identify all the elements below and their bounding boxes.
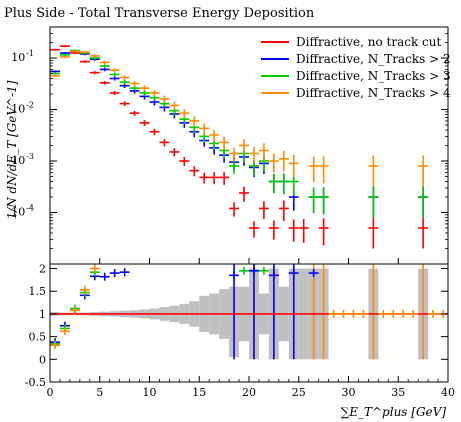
- ratio-y-tick-label: 1: [39, 308, 46, 321]
- ratio-y-tick-label: -0.5: [25, 376, 46, 389]
- y-tick-exponent: -3: [26, 152, 34, 161]
- chart-title: Plus Side - Total Transverse Energy Depo…: [4, 6, 315, 21]
- x-tick-label: 20: [242, 386, 256, 399]
- legend-label-2: Diffractive, N_Tracks > 2: [296, 52, 451, 66]
- x-tick-label: 25: [292, 386, 306, 399]
- x-tick-label: 35: [391, 386, 405, 399]
- y-tick-exponent: -4: [26, 204, 34, 213]
- x-tick-label: 5: [96, 386, 103, 399]
- ratio-panel: 2 1.5 1 0.5 0 -0.5: [25, 263, 449, 389]
- x-axis-label: ∑E_T^plus [GeV]: [341, 405, 447, 419]
- y-axis-label: 1/N dN/dE_T [GeV^-1]: [5, 80, 19, 219]
- legend-label-1: Diffractive, no track cut: [296, 35, 442, 49]
- y-tick-label: 10-1: [11, 49, 34, 64]
- y-tick-exponent: -1: [26, 49, 34, 58]
- legend-label-4: Diffractive, N_Tracks > 4: [296, 86, 451, 100]
- y-tick-exponent: -2: [26, 101, 34, 110]
- ratio-y-tick-label: 1.5: [29, 285, 47, 298]
- main-panel: 10-110-210-310-4: [11, 26, 449, 265]
- legend-label-3: Diffractive, N_Tracks > 3: [296, 69, 451, 83]
- x-tick-label: 10: [143, 386, 157, 399]
- ratio-y-tick-label: 0.5: [29, 331, 47, 344]
- x-tick-label: 40: [441, 386, 455, 399]
- x-tick-label: 30: [342, 386, 356, 399]
- x-tick-label: 0: [47, 386, 54, 399]
- x-tick-label: 15: [192, 386, 206, 399]
- ratio-y-tick-label: 2: [39, 263, 46, 276]
- ratio-y-tick-label: 0: [39, 353, 46, 366]
- legend: Diffractive, no track cut Diffractive, N_…: [261, 35, 451, 100]
